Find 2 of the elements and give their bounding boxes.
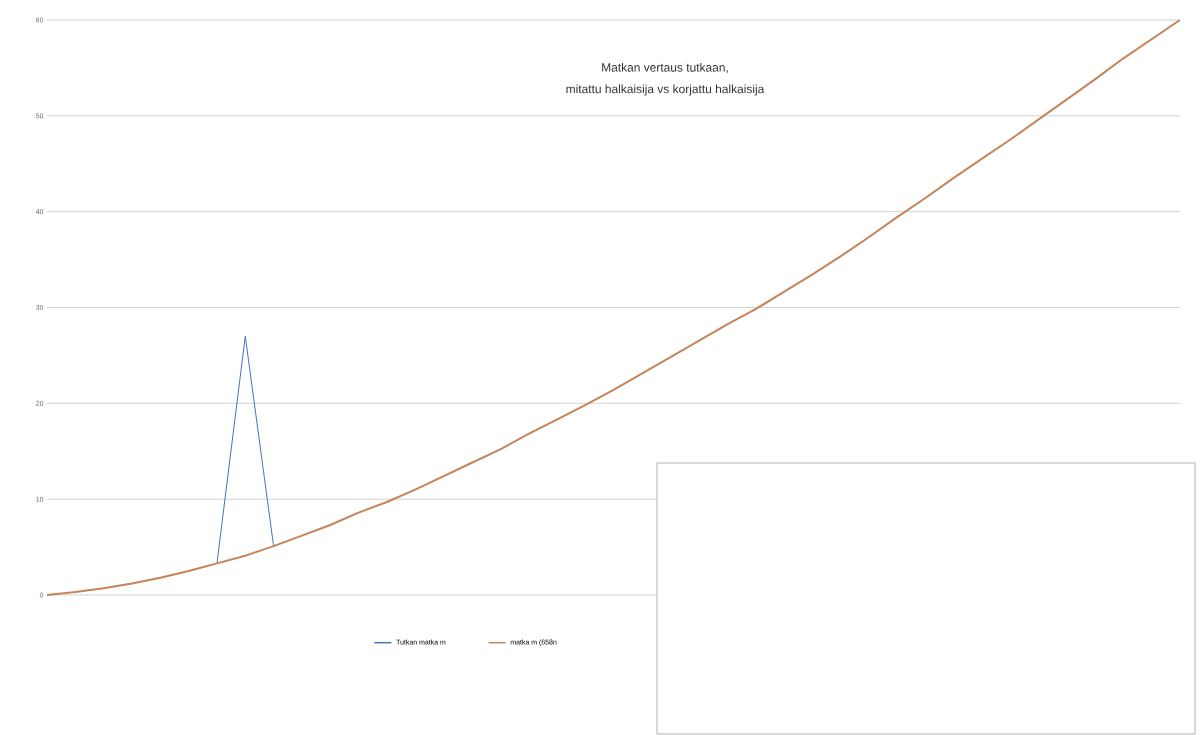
text: Matkan vertaus tutkaan, [602, 62, 728, 74]
text: mitattu halkaisija vs korjattu halkaisija [566, 84, 765, 96]
